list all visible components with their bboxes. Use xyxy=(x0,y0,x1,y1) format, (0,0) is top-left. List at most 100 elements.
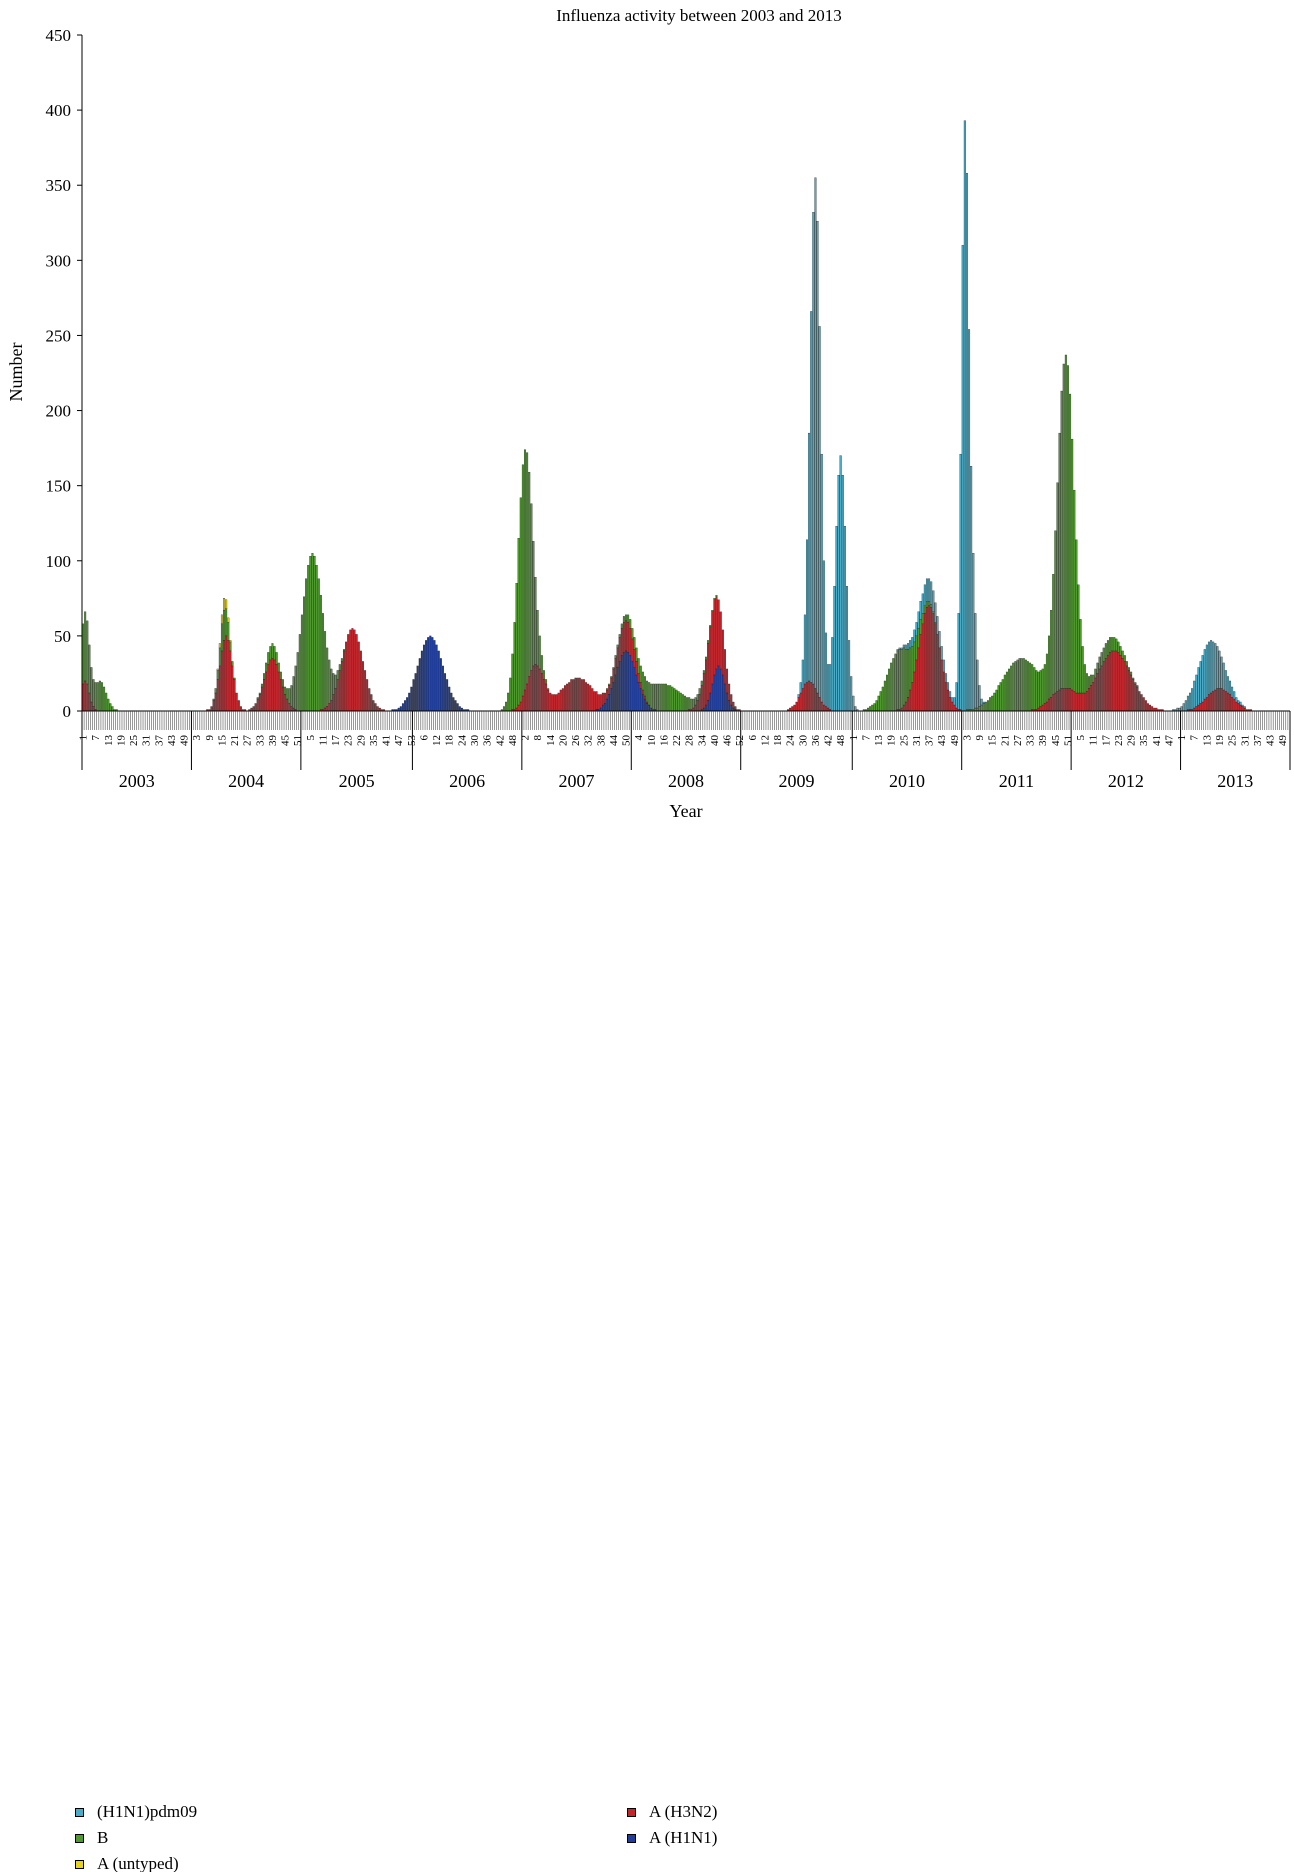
year-label-2006: 2006 xyxy=(449,771,485,791)
week-label-2013-13: 13 xyxy=(1201,735,1213,747)
bar-a-h1n1-week-250 xyxy=(606,698,609,712)
bar-a-h1n1-week-249 xyxy=(603,703,606,712)
bar-h1n1-pdm09-week-358 xyxy=(833,586,836,712)
bar-b-week-457 xyxy=(1041,668,1044,706)
bar-h1n1-pdm09-week-404 xyxy=(930,581,933,605)
bar-b-week-119 xyxy=(330,668,333,701)
bar-b-week-381 xyxy=(881,686,884,712)
bar-b-week-87 xyxy=(263,673,266,680)
bar-a-untyped-week-69 xyxy=(225,599,228,610)
bar-a-h3n2-week-487 xyxy=(1104,658,1107,712)
bar-a-h3n2-week-488 xyxy=(1106,655,1109,712)
bar-a-h3n2-week-99 xyxy=(288,703,291,712)
bar-a-h3n2-week-412 xyxy=(947,689,949,712)
bar-a-h3n2-week-349 xyxy=(814,688,817,712)
bar-a-h3n2-week-120 xyxy=(332,694,335,712)
bar-a-h1n1-week-163 xyxy=(422,644,425,712)
bar-h1n1-pdm09-week-342 xyxy=(799,682,802,694)
bar-a-h3n2-week-503 xyxy=(1138,691,1141,712)
bar-b-week-221 xyxy=(545,679,548,685)
bar-a-h3n2-week-552 xyxy=(1241,706,1244,712)
bar-b-week-7 xyxy=(94,682,97,710)
bar-h1n1-pdm09-week-391 xyxy=(902,644,905,649)
bar-b-week-466 xyxy=(1060,390,1063,689)
bar-b-week-106 xyxy=(303,596,306,712)
bar-a-h3n2-week-469 xyxy=(1066,688,1069,712)
bar-b-week-202 xyxy=(505,701,508,712)
bar-a-h1n1-week-168 xyxy=(433,640,436,712)
bar-h1n1-pdm09-week-418 xyxy=(959,453,962,710)
bar-b-week-209 xyxy=(519,497,522,703)
bar-a-h3n2-week-69 xyxy=(225,635,228,712)
bar-b-week-214 xyxy=(530,503,533,671)
bar-a-h1n1-week-262 xyxy=(631,661,634,712)
bar-h1n1-pdm09-week-532 xyxy=(1199,661,1202,704)
bar-h1n1-pdm09-week-357 xyxy=(831,637,834,712)
week-label-2005-47: 47 xyxy=(393,735,405,747)
bar-a-h3n2-week-214 xyxy=(530,670,533,712)
bar-b-week-480 xyxy=(1090,674,1093,686)
bar-a-h3n2-week-260 xyxy=(627,622,630,653)
bar-b-week-479 xyxy=(1088,676,1091,689)
bar-a-h3n2-week-216 xyxy=(534,664,537,712)
bar-b-week-491 xyxy=(1113,637,1116,652)
bar-a-h3n2-week-117 xyxy=(326,706,329,712)
bar-b-week-383 xyxy=(885,674,888,712)
bar-b-week-252 xyxy=(610,676,613,679)
bar-b-week-391 xyxy=(902,647,905,706)
year-label-2005: 2005 xyxy=(339,771,375,791)
bar-b-week-293 xyxy=(696,694,699,701)
bar-b-week-211 xyxy=(524,449,526,691)
bar-b-week-69 xyxy=(225,608,228,637)
bar-b-week-103 xyxy=(296,652,299,712)
bar-h1n1-pdm09-week-348 xyxy=(812,212,815,685)
week-label-2013-19: 19 xyxy=(1214,735,1226,747)
bar-b-week-394 xyxy=(909,647,912,691)
bar-b-week-455 xyxy=(1037,671,1040,709)
bar-h1n1-pdm09-week-538 xyxy=(1212,641,1215,692)
bar-a-h3n2-week-499 xyxy=(1130,674,1133,712)
bar-h1n1-pdm09-week-527 xyxy=(1189,692,1192,710)
bar-h1n1-pdm09-week-356 xyxy=(829,664,832,710)
bar-h1n1-pdm09-week-548 xyxy=(1233,691,1236,700)
week-label-2009-12: 12 xyxy=(759,735,771,746)
bar-b-week-90 xyxy=(269,646,272,661)
bar-b-week-463 xyxy=(1054,530,1057,694)
bar-b-week-121 xyxy=(334,674,337,689)
bar-h1n1-pdm09-week-406 xyxy=(934,602,937,623)
bar-b-week-113 xyxy=(317,578,320,712)
bar-b-week-441 xyxy=(1008,668,1011,712)
bar-b-week-217 xyxy=(536,610,539,667)
bar-b-week-452 xyxy=(1031,664,1034,710)
bar-b-week-445 xyxy=(1016,659,1019,712)
week-label-2012-41: 41 xyxy=(1151,735,1163,746)
bar-a-h3n2-week-464 xyxy=(1056,691,1059,712)
bar-a-h3n2-week-547 xyxy=(1231,697,1234,712)
bar-a-h3n2-week-293 xyxy=(696,700,699,712)
bar-a-h3n2-week-92 xyxy=(273,659,276,712)
bar-b-week-124 xyxy=(340,658,343,662)
bar-b-week-274 xyxy=(656,683,659,712)
bar-b-week-286 xyxy=(681,694,684,712)
bars-layer xyxy=(82,120,1253,712)
bar-b-week-267 xyxy=(641,671,644,691)
bar-a-h1n1-week-174 xyxy=(446,679,449,712)
bar-h1n1-pdm09-week-389 xyxy=(898,647,901,650)
bar-a-h3n2-week-250 xyxy=(606,689,609,700)
bar-a-h3n2-week-474 xyxy=(1077,692,1080,712)
bar-b-week-298 xyxy=(707,640,710,644)
bar-a-h3n2-week-118 xyxy=(328,703,331,712)
bar-h1n1-pdm09-week-392 xyxy=(904,644,907,650)
bar-a-h3n2-week-495 xyxy=(1121,658,1124,712)
bar-b-week-447 xyxy=(1020,658,1023,712)
bar-a-h3n2-week-212 xyxy=(526,683,529,712)
week-label-2007-26: 26 xyxy=(570,735,582,747)
bar-b-week-382 xyxy=(883,680,886,712)
bar-a-h3n2-week-396 xyxy=(913,671,916,712)
bar-b-week-12 xyxy=(105,692,108,712)
bar-a-h3n2-week-64 xyxy=(214,692,217,712)
bar-a-h1n1-week-303 xyxy=(717,665,720,712)
bar-b-week-459 xyxy=(1045,653,1048,703)
bar-a-h3n2-week-261 xyxy=(629,628,632,656)
bar-a-h3n2-week-353 xyxy=(822,704,825,712)
